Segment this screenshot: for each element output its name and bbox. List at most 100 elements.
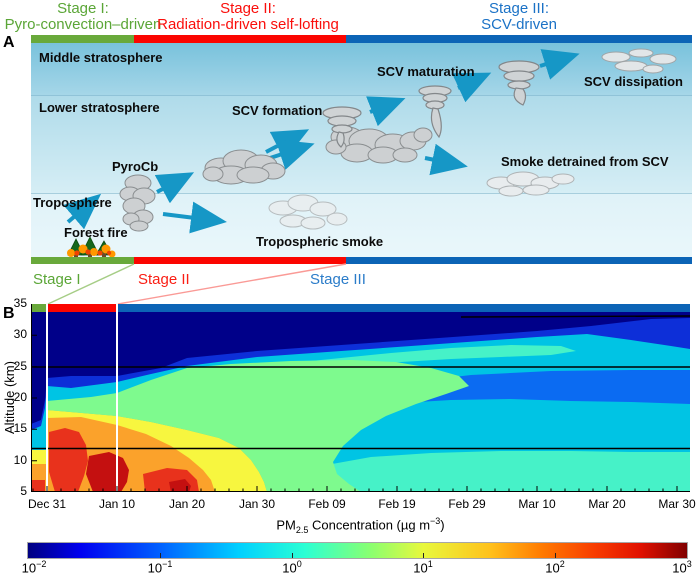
cbtick-base: 10 xyxy=(282,560,297,576)
label-troposphere: Troposphere xyxy=(33,195,112,210)
ytick-35: 35 xyxy=(13,296,27,310)
arrow-to-formation-2 xyxy=(266,139,315,170)
cbtick-exp: 0 xyxy=(296,559,302,569)
ytick-30: 30 xyxy=(13,327,27,341)
contour-red-strip xyxy=(31,480,45,492)
white-line-jan10 xyxy=(116,304,118,492)
cbtick-1e3: 103 xyxy=(672,559,691,575)
stage2-subtitle: Radiation-driven self-lofting xyxy=(157,16,339,33)
ytick-25: 25 xyxy=(13,359,27,373)
tropospheric-smoke-wisp xyxy=(268,194,348,230)
cbtick-exp: −2 xyxy=(36,559,47,569)
ytick-15: 15 xyxy=(13,421,27,435)
middle-stratosphere-band xyxy=(31,43,692,95)
label-pyrocb: PyroCb xyxy=(112,159,159,174)
stage2-header: Stage II: Radiation-driven self-lofting xyxy=(140,1,356,33)
cbtick-base: 10 xyxy=(545,560,560,576)
y-axis-label: Altitude (km) xyxy=(2,361,17,435)
xlabel-mid: Concentration (µg m xyxy=(308,517,431,533)
stage1-header: Stage I: Pyro-convection–driven xyxy=(0,1,166,33)
arrow-maturation-up xyxy=(451,72,492,103)
ytick-5: 5 xyxy=(20,484,27,498)
panel-b-plot xyxy=(31,304,691,493)
stage-bar-top xyxy=(31,35,692,43)
stage-bar-top-red xyxy=(134,35,346,43)
arrow-fire-to-pyrocb xyxy=(63,193,102,230)
arrow-to-dissipation xyxy=(539,49,580,80)
stage-mini-bar xyxy=(31,304,690,312)
contour-darkred-small xyxy=(169,479,191,492)
stage-bar-top-blue xyxy=(346,35,692,43)
xtick-jan10: Jan 10 xyxy=(98,497,136,511)
xtick-mar10: Mar 10 xyxy=(518,497,556,511)
anvil-cloud xyxy=(202,149,286,185)
flow-arrows xyxy=(63,49,580,234)
pm25-heatmap xyxy=(31,304,691,493)
scv-mature-tornado xyxy=(498,60,540,106)
contour-red-column xyxy=(49,428,88,492)
y-major-ticks xyxy=(31,334,37,493)
stage2-title: Stage II: xyxy=(220,0,276,17)
xlabel-pm: PM xyxy=(276,517,296,533)
label-scv-formation: SCV formation xyxy=(232,103,323,118)
colorbar-tickmark xyxy=(555,553,556,558)
stage-connector-lines xyxy=(47,263,347,305)
stage-row-stage1: Stage I xyxy=(33,271,81,288)
cbtick-base: 10 xyxy=(21,560,37,576)
cbtick-1e-1: 10−1 xyxy=(148,559,173,575)
stage1-title: Stage I: xyxy=(57,0,109,17)
xtick-feb09: Feb 09 xyxy=(308,497,346,511)
ytick-20: 20 xyxy=(13,390,27,404)
detrained-smoke-wisp xyxy=(486,171,575,197)
contour-brightcyan-tongue xyxy=(173,345,576,385)
stage3-header: Stage III: SCV-driven xyxy=(404,1,634,33)
stage-bar-top-green xyxy=(31,35,134,43)
mini-bar-green xyxy=(31,304,47,312)
cbtick-base: 10 xyxy=(413,560,428,576)
stage3-title: Stage III: xyxy=(488,0,550,17)
label-smoke-detrained: Smoke detrained from SCV xyxy=(501,154,669,169)
label-scv-maturation: SCV maturation xyxy=(377,64,475,79)
cbtick-exp: 1 xyxy=(427,559,433,569)
black-line-top-right xyxy=(460,315,691,318)
stage-bar-bottom-green xyxy=(31,257,134,264)
label-middle-stratosphere: Middle stratosphere xyxy=(39,50,163,65)
colorbar-tickmark xyxy=(160,553,161,558)
pyrocb-cloud xyxy=(119,174,156,232)
arrow-to-detrained xyxy=(424,143,468,176)
x-minor-ticks xyxy=(32,488,664,492)
forest-fire-drawing xyxy=(67,236,116,257)
stage1-subtitle: Pyro-convection–driven xyxy=(4,16,162,33)
scv-formation-tornado xyxy=(322,106,362,148)
stage-row-stage2: Stage II xyxy=(138,271,190,288)
colorbar xyxy=(27,542,688,559)
white-line-dec31 xyxy=(46,304,48,492)
connector-red xyxy=(117,263,347,305)
label-lower-stratosphere: Lower stratosphere xyxy=(39,100,160,115)
scv-dissipation-swirls xyxy=(601,48,677,74)
mini-bar-red xyxy=(47,304,117,312)
label-scv-dissipation: SCV dissipation xyxy=(584,74,683,89)
xlabel-post: ) xyxy=(440,517,445,533)
arrow-to-maturation xyxy=(366,96,406,127)
label-tropospheric-smoke: Tropospheric smoke xyxy=(256,234,384,249)
xlabel-sub: 2.5 xyxy=(295,524,309,535)
cbtick-exp: 2 xyxy=(559,559,565,569)
xlabel-sup: −3 xyxy=(430,516,441,526)
arrow-pyrocb-up xyxy=(154,172,195,204)
xtick-feb19: Feb 19 xyxy=(378,497,416,511)
stage-bar-bottom-red xyxy=(134,257,346,264)
cbtick-base: 10 xyxy=(672,560,687,576)
stage-bar-bottom-blue xyxy=(346,257,692,264)
x-axis-label: PM2.5 Concentration (µg m−3) xyxy=(31,516,690,535)
cbtick-1e1: 101 xyxy=(413,559,432,575)
panel-a-letter: A xyxy=(3,34,15,51)
cbtick-1e0: 100 xyxy=(282,559,301,575)
xtick-jan20: Jan 20 xyxy=(168,497,206,511)
scv-maturation-tornado xyxy=(418,85,452,139)
colorbar-tickmark xyxy=(292,553,293,558)
stage-row-stage3: Stage III xyxy=(310,271,366,288)
ytick-10: 10 xyxy=(13,453,27,467)
xtick-feb29: Feb 29 xyxy=(448,497,486,511)
